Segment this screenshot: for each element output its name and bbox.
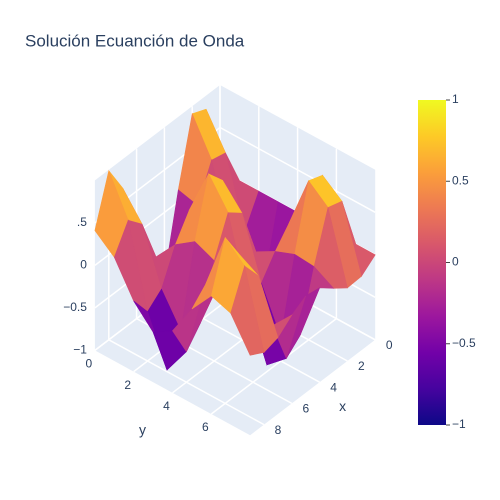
y-axis-title: y <box>139 422 146 438</box>
colorbar-tick-label: 0.5 <box>452 173 469 187</box>
z-tick-label: 0 <box>80 258 87 272</box>
y-tick-label: 0 <box>86 357 93 371</box>
x-tick-label: 4 <box>330 380 337 394</box>
colorbar <box>418 100 446 425</box>
y-tick-label: 2 <box>124 378 131 392</box>
x-axis-title: x <box>339 398 346 414</box>
colorbar-tick-label: 1 <box>452 92 459 106</box>
colorbar-tick-label: 0 <box>452 255 459 269</box>
x-tick-label: 8 <box>275 423 282 437</box>
chart-title: Solución Ecuanción de Onda <box>25 31 245 50</box>
x-tick-label: 2 <box>358 359 365 373</box>
surface-patch <box>230 264 265 356</box>
z-tick-label: .5 <box>77 215 87 229</box>
grid-line <box>219 126 376 213</box>
z-tick-label: −1 <box>73 343 87 357</box>
y-tick-label: 6 <box>202 420 209 434</box>
x-tick-label: 6 <box>302 402 309 416</box>
y-tick-label: 4 <box>163 399 170 413</box>
colorbar-tick-label: −0.5 <box>452 336 476 350</box>
z-tick-label: −0.5 <box>63 300 87 314</box>
colorbar-tick-label: −1 <box>452 417 466 431</box>
grid-line <box>210 318 337 415</box>
x-tick-label: 0 <box>386 338 393 352</box>
